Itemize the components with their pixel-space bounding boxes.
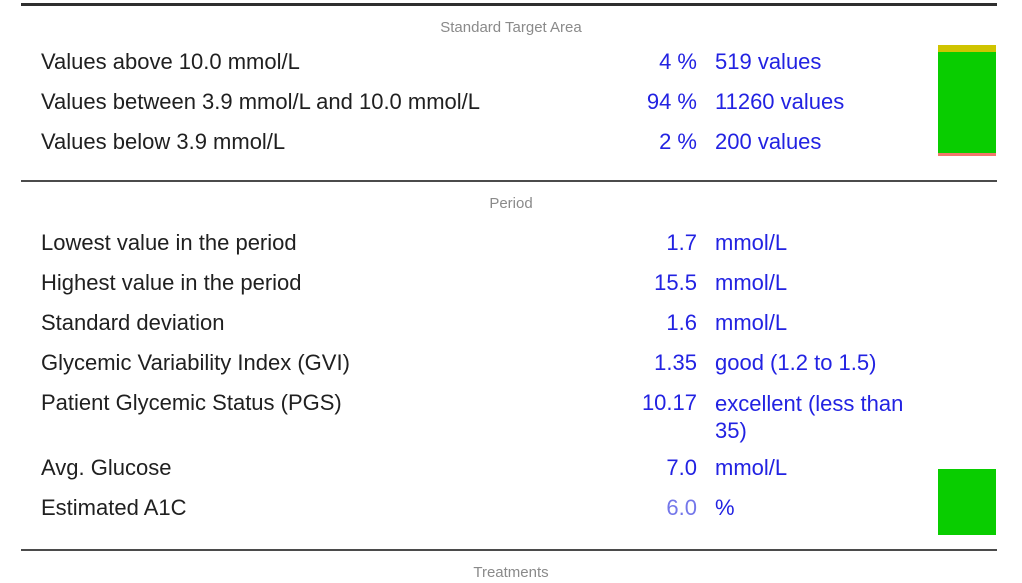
stat-row-in-range: Values between 3.9 mmol/L and 10.0 mmol/… bbox=[0, 82, 1022, 122]
stat-label: Standard deviation bbox=[41, 310, 225, 335]
stat-unit: good (1.2 to 1.5) bbox=[715, 350, 877, 375]
stat-value: 1.35 bbox=[654, 350, 697, 375]
section-title-standard-target-area: Standard Target Area bbox=[440, 19, 582, 36]
stat-value: 1.7 bbox=[666, 230, 697, 255]
stat-value: 10.17 bbox=[641, 390, 697, 415]
stat-label: Highest value in the period bbox=[41, 270, 302, 295]
stat-row-standard-deviation: Standard deviation 1.6 mmol/L bbox=[0, 303, 1022, 343]
stat-label: Values above 10.0 mmol/L bbox=[41, 49, 300, 74]
stat-label: Values between 3.9 mmol/L and 10.0 mmol/… bbox=[41, 89, 481, 114]
stat-value: 6.0 bbox=[666, 495, 697, 520]
target-range-stacked-bar bbox=[938, 45, 996, 156]
stat-row-lowest: Lowest value in the period 1.7 mmol/L bbox=[0, 223, 1022, 263]
top-rule bbox=[21, 3, 997, 6]
section-divider bbox=[21, 180, 997, 182]
target-area-rows: Values above 10.0 mmol/L 4 % 519 values … bbox=[0, 42, 1022, 162]
avg-glucose-status-square bbox=[938, 469, 996, 535]
stat-label: Avg. Glucose bbox=[41, 455, 172, 480]
stat-row-pgs: Patient Glycemic Status (PGS) 10.17 exce… bbox=[0, 383, 1022, 444]
bar-segment-in-range bbox=[938, 52, 996, 153]
stat-unit: 519 values bbox=[715, 49, 822, 74]
stat-unit: mmol/L bbox=[715, 230, 788, 255]
stat-value: 15.5 bbox=[654, 270, 697, 295]
stat-label: Patient Glycemic Status (PGS) bbox=[41, 390, 342, 415]
stat-row-highest: Highest value in the period 15.5 mmol/L bbox=[0, 263, 1022, 303]
stat-label: Estimated A1C bbox=[41, 495, 187, 520]
section-title-treatments: Treatments bbox=[473, 564, 549, 581]
stat-row-estimated-a1c: Estimated A1C 6.0 % bbox=[0, 488, 1022, 528]
stat-value: 7.0 bbox=[666, 455, 697, 480]
stat-row-below-range: Values below 3.9 mmol/L 2 % 200 values bbox=[0, 122, 1022, 162]
stat-label: Lowest value in the period bbox=[41, 230, 297, 255]
stat-row-gvi: Glycemic Variability Index (GVI) 1.35 go… bbox=[0, 343, 1022, 383]
stat-label: Values below 3.9 mmol/L bbox=[41, 129, 286, 154]
period-rows: Lowest value in the period 1.7 mmol/L Hi… bbox=[0, 223, 1022, 528]
stat-unit: 200 values bbox=[715, 129, 822, 154]
stat-unit: % bbox=[715, 495, 735, 520]
stat-row-above-range: Values above 10.0 mmol/L 4 % 519 values bbox=[0, 42, 1022, 82]
stat-unit: mmol/L bbox=[715, 455, 788, 480]
stat-value: 1.6 bbox=[666, 310, 697, 335]
bar-segment-below-range bbox=[938, 153, 996, 156]
stat-value: 94 % bbox=[646, 89, 697, 114]
stat-value: 4 % bbox=[659, 49, 697, 74]
bar-segment-above-range bbox=[938, 45, 996, 52]
stat-value: 2 % bbox=[659, 129, 697, 154]
stat-unit: mmol/L bbox=[715, 310, 788, 335]
stat-label: Glycemic Variability Index (GVI) bbox=[41, 350, 350, 375]
stat-unit: excellent (less than 35) bbox=[715, 391, 904, 443]
section-divider bbox=[21, 549, 997, 551]
section-title-period: Period bbox=[489, 195, 533, 212]
stat-row-avg-glucose: Avg. Glucose 7.0 mmol/L bbox=[0, 448, 1022, 488]
stat-unit: mmol/L bbox=[715, 270, 788, 295]
stat-unit: 11260 values bbox=[715, 89, 845, 114]
